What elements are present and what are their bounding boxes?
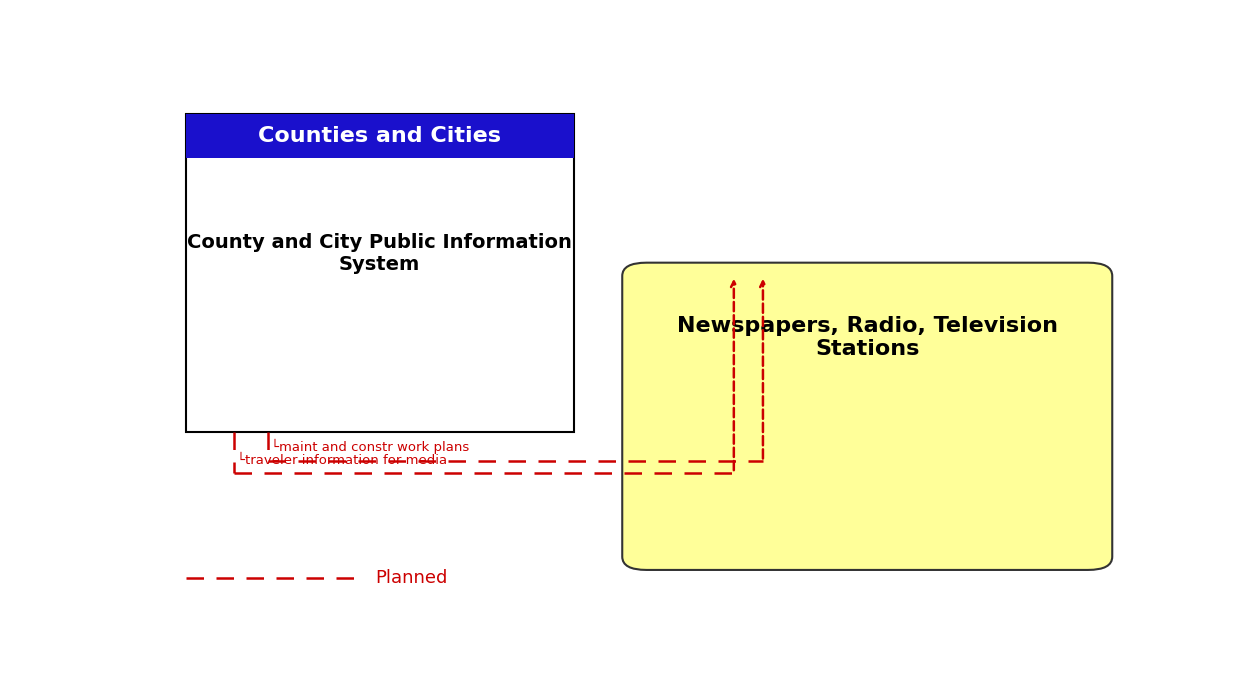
Text: Newspapers, Radio, Television
Stations: Newspapers, Radio, Television Stations (677, 316, 1058, 359)
Text: └traveler information for media: └traveler information for media (237, 454, 447, 467)
FancyBboxPatch shape (185, 114, 573, 432)
FancyBboxPatch shape (622, 263, 1112, 570)
Text: └maint and constr work plans: └maint and constr work plans (270, 439, 470, 455)
Text: Planned: Planned (374, 569, 447, 587)
FancyBboxPatch shape (185, 114, 573, 158)
Text: Counties and Cities: Counties and Cities (258, 126, 501, 146)
Text: County and City Public Information
System: County and City Public Information Syste… (188, 233, 572, 275)
